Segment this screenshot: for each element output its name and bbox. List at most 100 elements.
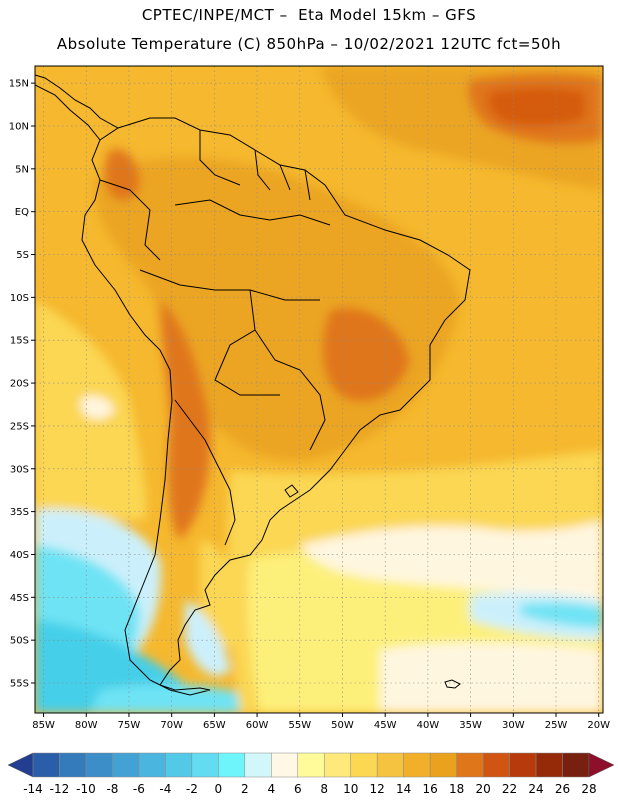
colorbar: -14 -12 -10 -8 -6 -4 -2 0 2 4 6 8 10 12 14 16 18 20 22 24 26… [7, 752, 615, 796]
latitude-tick-label: 15N [9, 79, 29, 90]
colorbar-swatch [191, 752, 219, 778]
colorbar-max-arrow [588, 752, 615, 778]
hottest-region-atlantic [488, 87, 585, 127]
colorbar-min-arrow [7, 752, 34, 778]
latitude-tick-label: 10S [10, 293, 29, 304]
cool-region-patagonia-coast [200, 540, 246, 649]
colorbar-swatch [456, 752, 484, 778]
longitude-tick-label: 50W [331, 720, 354, 731]
colorbar-label: 14 [396, 782, 411, 796]
colorbar-label: -4 [159, 782, 171, 796]
brazil-border [139, 199, 331, 451]
longitude-tick-label: 45W [374, 720, 397, 731]
south-america-coastline [81, 117, 471, 696]
colorbar-label: 8 [320, 782, 328, 796]
latitude-labels: 15N 10N 5N EQ 5S 10S 15S 20S 25S 30S 35S 40S 45S 50S 5… [9, 79, 35, 690]
latitude-tick-label: 50S [10, 636, 29, 647]
title-line-2: Absolute Temperature (C) 850hPa – 10/02/… [56, 35, 562, 53]
colorbar-swatch [509, 752, 537, 778]
latitude-tick-label: 35S [10, 507, 29, 518]
latitude-tick-label: EQ [15, 207, 29, 218]
colorbar-label: 26 [555, 782, 570, 796]
colorbar-label: 20 [475, 782, 490, 796]
coastlines [35, 74, 471, 696]
colorbar-label: 4 [267, 782, 275, 796]
colorbar-swatch [323, 752, 351, 778]
title-line-1: CPTEC/INPE/MCT – Eta Model 15km – GFS [141, 6, 477, 24]
colorbar-label: 10 [343, 782, 358, 796]
latitude-tick-label: 15S [10, 336, 29, 347]
colorbar-label: 12 [370, 782, 385, 796]
colorbar-label: -12 [50, 782, 70, 796]
map-frame [34, 65, 604, 714]
hot-region-colombia [104, 149, 140, 201]
ice-region-patagonia-coast [185, 600, 230, 676]
latitude-tick-label: 10N [9, 121, 29, 132]
hot-region-brazil [322, 307, 410, 402]
longitude-tick-label: 85W [32, 720, 55, 731]
longitude-tick-label: 30W [502, 720, 525, 731]
longitude-tick-label: 40W [417, 720, 440, 731]
colorbar-swatch [244, 752, 272, 778]
colorbar-swatch [59, 752, 87, 778]
longitude-tick-label: 35W [459, 720, 482, 731]
falkland-islands [444, 679, 461, 689]
colorbar-label: -6 [133, 782, 145, 796]
lagoa-dos-patos [284, 484, 299, 498]
temperature-field [35, 66, 603, 713]
latitude-tick-label: 55S [10, 679, 29, 690]
latitude-tick-label: 45S [10, 593, 29, 604]
longitude-tick-label: 60W [246, 720, 269, 731]
latitude-tick-label: 5S [16, 250, 29, 261]
colorbar-label: 6 [294, 782, 302, 796]
colorbar-swatch [429, 752, 457, 778]
northern-borders [99, 130, 311, 261]
colorbar-label: 2 [241, 782, 249, 796]
longitude-tick-label: 55W [288, 720, 311, 731]
longitude-tick-label: 75W [118, 720, 141, 731]
colorbar-label: 24 [528, 782, 543, 796]
colorbar-swatch [218, 752, 246, 778]
longitude-tick-label: 25W [545, 720, 568, 731]
colorbar-swatch [85, 752, 113, 778]
colorbar-label: -10 [76, 782, 96, 796]
graticule [35, 66, 603, 713]
colorbar-swatch [403, 752, 431, 778]
latitude-tick-label: 30S [10, 464, 29, 475]
colorbar-swatch [297, 752, 325, 778]
colorbar-label: -2 [186, 782, 198, 796]
temperature-shading [35, 66, 603, 713]
colorbar-label: 16 [423, 782, 438, 796]
colorbar-swatch [376, 752, 404, 778]
colorbar-swatch [165, 752, 193, 778]
latitude-tick-label: 5N [15, 164, 29, 175]
latitude-tick-label: 20S [10, 379, 29, 390]
colorbar-label: 28 [581, 782, 596, 796]
colorbar-label: 0 [215, 782, 223, 796]
central-america-coastline [35, 84, 101, 141]
latitude-tick-label: 25S [10, 421, 29, 432]
central-america-coastline-north [35, 74, 119, 129]
colorbar-swatch [32, 752, 60, 778]
latitude-tick-label: 40S [10, 550, 29, 561]
longitude-labels: 85W 80W 75W 70W 65W 60W 55W 50W 45W 40W 35W 30W 25W 2… [32, 713, 610, 731]
longitude-tick-label: 65W [203, 720, 226, 731]
longitude-tick-label: 80W [75, 720, 98, 731]
cream-region-south-atlantic [300, 520, 603, 600]
colorbar-swatch [562, 752, 590, 778]
colorbar-label: 18 [449, 782, 464, 796]
hot-region-andes [160, 300, 211, 540]
cream-patch-pacific [80, 395, 114, 419]
longitude-tick-label: 20W [587, 720, 610, 731]
colorbar-label: -8 [106, 782, 118, 796]
colorbar-label: 22 [502, 782, 517, 796]
aqua-region-south-atlantic [520, 602, 603, 628]
colorbar-swatch [138, 752, 166, 778]
colorbar-swatch [482, 752, 510, 778]
colorbar-swatch [350, 752, 378, 778]
colorbar-swatch [112, 752, 140, 778]
cream-region-far-south [380, 642, 603, 713]
colorbar-label: -14 [23, 782, 43, 796]
andes-border [174, 399, 236, 546]
